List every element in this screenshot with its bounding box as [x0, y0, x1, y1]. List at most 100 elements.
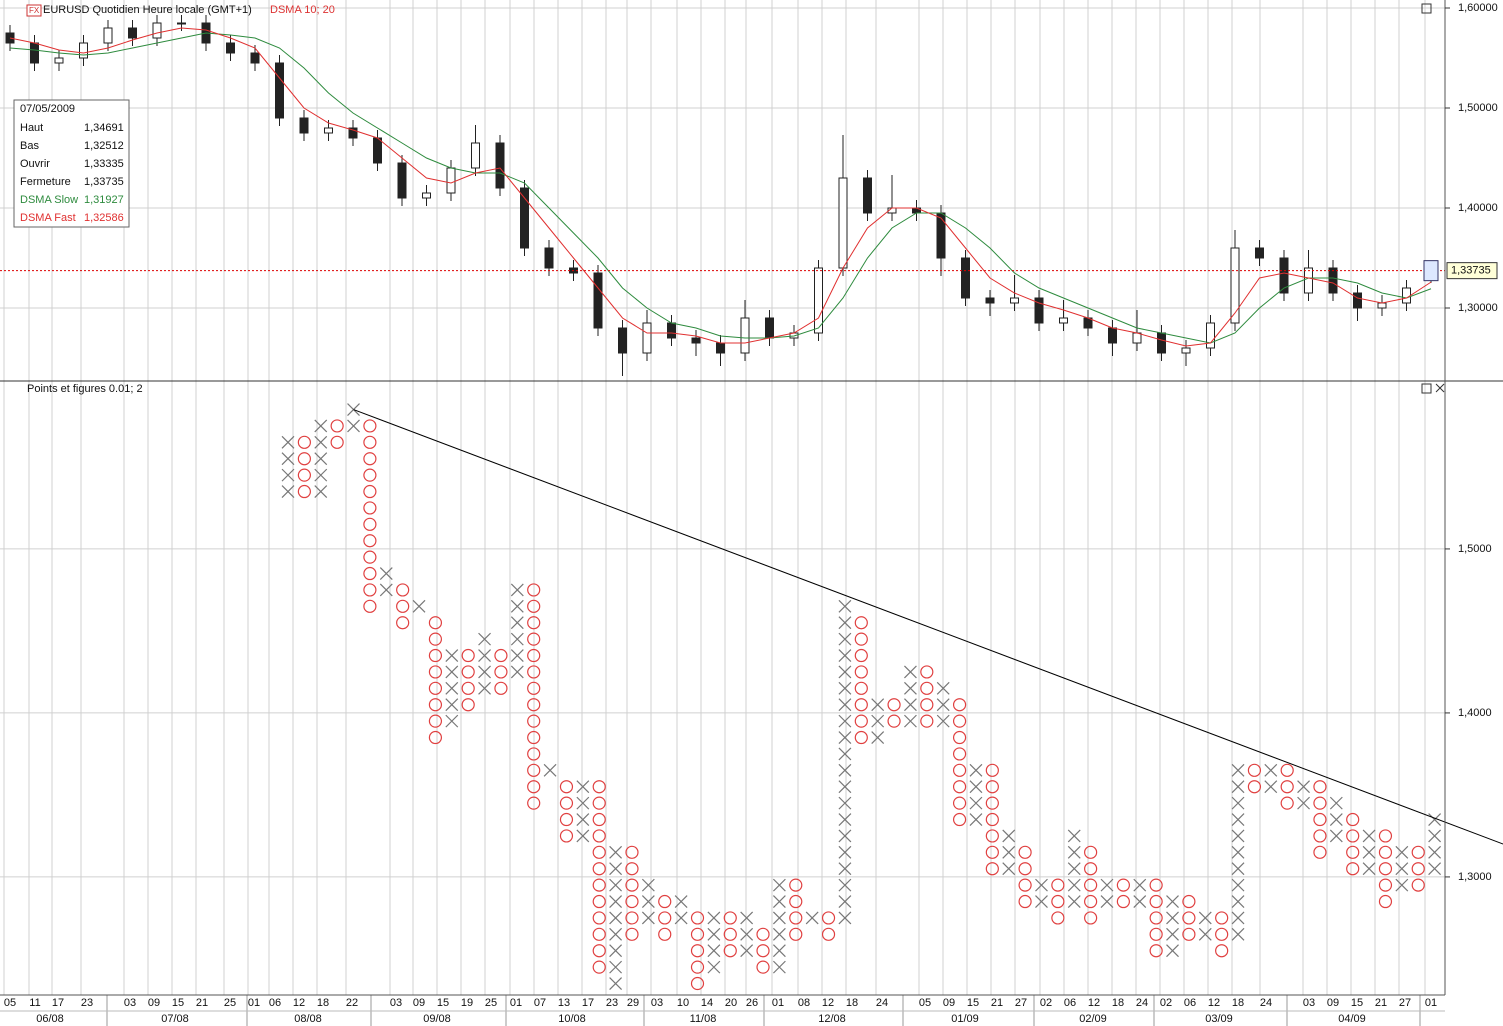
candle-body [250, 52, 260, 64]
candle-body [544, 247, 554, 269]
x-box [969, 796, 983, 810]
candle-body [1230, 247, 1240, 324]
x-box [1428, 845, 1442, 859]
o-box [952, 698, 967, 712]
day-label: 17 [582, 997, 594, 1009]
o-column [821, 911, 836, 941]
o-box [363, 484, 377, 499]
candle-body [79, 42, 88, 59]
o-box [428, 665, 443, 679]
o-box [1378, 878, 1393, 892]
candle-body [348, 127, 358, 139]
x-box [838, 616, 852, 630]
o-box [920, 714, 934, 728]
day-label: 03 [124, 997, 136, 1009]
o-column [1018, 845, 1032, 909]
x-column [478, 632, 491, 695]
indicator-title[interactable]: DSMA 10; 20 [270, 4, 335, 16]
candle-body [299, 117, 309, 134]
x-box [281, 452, 295, 466]
x-box [412, 599, 426, 613]
o-box [1084, 878, 1098, 892]
day-label: 13 [558, 997, 570, 1009]
o-column [527, 583, 541, 810]
o-box [1182, 911, 1196, 925]
o-box [527, 730, 541, 745]
candle-body [471, 142, 480, 169]
x-box [1002, 862, 1016, 876]
o-box [1084, 894, 1098, 909]
day-label: 24 [1260, 997, 1272, 1009]
day-label: 09 [148, 997, 160, 1009]
y-tick-label: 1,3000 [1458, 871, 1492, 883]
o-box [1313, 845, 1327, 859]
x-box [674, 895, 688, 908]
day-label: 25 [224, 997, 236, 1009]
day-label: 15 [1351, 997, 1363, 1009]
o-box [527, 698, 541, 712]
o-box [1018, 862, 1032, 876]
candle-body [1255, 247, 1264, 259]
month-label: 09/08 [423, 1013, 451, 1025]
o-box [527, 780, 541, 794]
o-box [1116, 894, 1130, 909]
o-box [592, 927, 606, 941]
o-box [1116, 878, 1130, 892]
day-label: 07 [534, 997, 546, 1009]
o-box [1149, 927, 1163, 941]
candle-body [691, 337, 701, 344]
day-label: 02 [1160, 997, 1172, 1009]
o-box [887, 714, 901, 728]
x-box [1067, 895, 1081, 908]
y-tick-label: 1,60000 [1458, 2, 1498, 14]
x-box [838, 698, 852, 712]
o-box [1018, 878, 1032, 892]
o-box [1280, 780, 1294, 794]
x-box [445, 665, 459, 679]
x-box [281, 435, 295, 449]
x-box [707, 944, 721, 958]
x-box [707, 960, 721, 974]
month-label: 03/09 [1205, 1013, 1233, 1025]
o-box [625, 894, 639, 909]
day-label: 06 [1064, 997, 1076, 1009]
info-value: 1,32512 [84, 140, 124, 152]
day-label: 05 [4, 997, 16, 1009]
day-label: 01 [248, 997, 260, 1009]
day-label: 19 [461, 997, 473, 1009]
o-box [723, 944, 737, 958]
o-box [592, 878, 606, 892]
y-tick-label: 1,50000 [1458, 102, 1498, 114]
o-box [1313, 780, 1327, 794]
maximize-button[interactable] [1421, 3, 1432, 14]
x-box [1428, 813, 1442, 826]
maximize-button[interactable] [1421, 383, 1432, 394]
x-box [838, 813, 852, 826]
o-box [854, 665, 868, 679]
o-column [952, 698, 967, 827]
o-column [1182, 894, 1196, 941]
x-box [379, 567, 393, 580]
scroll-widget[interactable] [1423, 260, 1439, 282]
o-box [396, 583, 410, 597]
o-column [723, 911, 737, 958]
x-box [707, 927, 721, 941]
o-box [1247, 780, 1262, 794]
o-box [461, 681, 475, 695]
info-label: Ouvrir [20, 158, 50, 170]
day-label: 18 [846, 997, 858, 1009]
chart-title[interactable]: EURUSD Quotidien Heure locale (GMT+1) [43, 4, 252, 16]
month-label: 08/08 [294, 1013, 322, 1025]
x-box [838, 747, 852, 761]
x-box [1231, 895, 1245, 908]
pnf-title[interactable]: Points et figures 0.01; 2 [27, 383, 143, 395]
x-box [936, 698, 950, 712]
candle-body [177, 22, 186, 25]
x-column [936, 681, 950, 728]
close-button[interactable] [1435, 383, 1445, 393]
o-box [559, 829, 574, 843]
x-box [1231, 796, 1245, 810]
x-column [641, 878, 655, 925]
x-box [1231, 862, 1245, 876]
o-box [723, 927, 737, 941]
